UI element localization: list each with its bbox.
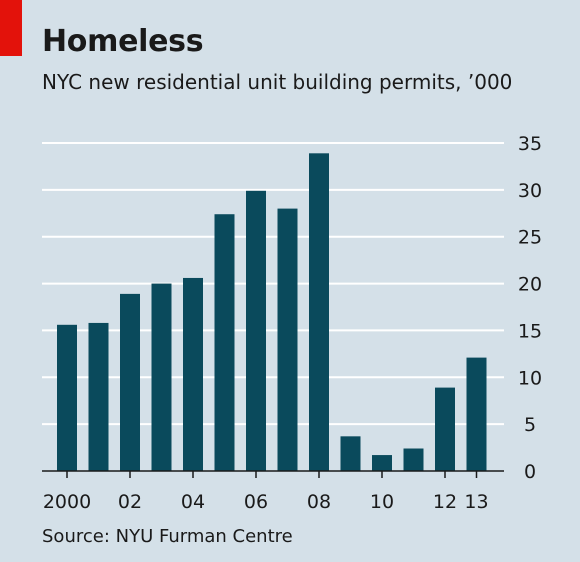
- bar-2005: [214, 214, 235, 472]
- x-tick-label: 13: [464, 491, 488, 513]
- x-axis: [42, 470, 504, 478]
- source-note: Source: NYU Furman Centre: [42, 526, 293, 547]
- chart-subtitle: NYC new residential unit building permit…: [42, 70, 513, 94]
- x-tick-label: 04: [181, 491, 205, 513]
- bar-2009: [340, 436, 361, 471]
- y-tick-labels: 0 5 10 15 20 25 30 35: [518, 133, 542, 483]
- x-tick-label: 02: [118, 491, 142, 513]
- y-tick-label: 25: [518, 227, 542, 249]
- y-tick-label: 15: [518, 320, 542, 342]
- x-tick-label: 10: [370, 491, 394, 513]
- bar-2010: [372, 455, 392, 471]
- bar-2001: [88, 322, 109, 471]
- x-tick-labels: 2000 02 04 06 08 10 12 13: [43, 491, 489, 513]
- bar-2007: [277, 208, 298, 471]
- bar-2004: [183, 277, 203, 471]
- bar-2013: [466, 357, 487, 471]
- brand-accent-tab: [0, 0, 22, 56]
- x-tick-label: 2000: [43, 491, 91, 513]
- bar-2012: [435, 387, 455, 471]
- bars: [57, 153, 487, 472]
- bar-2000: [57, 324, 77, 471]
- bar-2003: [151, 283, 172, 471]
- bar-2008: [309, 153, 329, 471]
- bar-2002: [120, 293, 140, 471]
- bar-2011: [403, 448, 424, 471]
- gridlines: [42, 142, 504, 426]
- y-tick-label: 30: [518, 180, 542, 202]
- bar-2006: [246, 190, 266, 471]
- x-tick-label: 12: [433, 491, 457, 513]
- y-tick-label: 35: [518, 133, 542, 155]
- y-tick-label: 20: [518, 274, 542, 296]
- x-tick-label: 08: [307, 491, 331, 513]
- y-tick-label: 10: [518, 367, 542, 389]
- chart-title: Homeless: [42, 24, 204, 59]
- y-tick-label: 5: [524, 414, 536, 436]
- x-tick-label: 06: [244, 491, 268, 513]
- y-tick-label: 0: [524, 461, 536, 483]
